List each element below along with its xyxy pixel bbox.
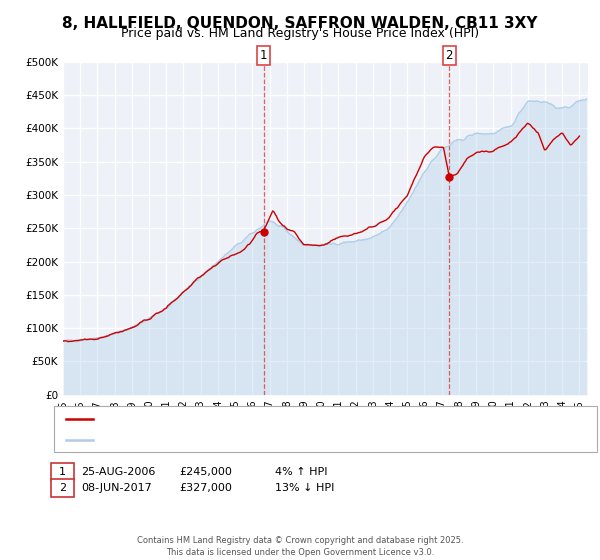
Text: £245,000: £245,000 (179, 466, 232, 477)
Text: HPI: Average price, semi-detached house, Uttlesford: HPI: Average price, semi-detached house,… (99, 436, 360, 445)
Text: Contains HM Land Registry data © Crown copyright and database right 2025.
This d: Contains HM Land Registry data © Crown c… (137, 536, 463, 557)
Text: 08-JUN-2017: 08-JUN-2017 (82, 483, 152, 493)
Text: 1: 1 (59, 466, 66, 477)
Text: 1: 1 (260, 49, 267, 62)
Text: 8, HALLFIELD, QUENDON, SAFFRON WALDEN, CB11 3XY (semi-detached house): 8, HALLFIELD, QUENDON, SAFFRON WALDEN, C… (99, 414, 496, 424)
Text: 13% ↓ HPI: 13% ↓ HPI (275, 483, 334, 493)
Text: 2: 2 (446, 49, 453, 62)
Text: 8, HALLFIELD, QUENDON, SAFFRON WALDEN, CB11 3XY: 8, HALLFIELD, QUENDON, SAFFRON WALDEN, C… (62, 16, 538, 31)
Text: £327,000: £327,000 (179, 483, 232, 493)
Text: 2: 2 (59, 483, 66, 493)
Text: 25-AUG-2006: 25-AUG-2006 (82, 466, 156, 477)
Text: 4% ↑ HPI: 4% ↑ HPI (275, 466, 328, 477)
Text: Price paid vs. HM Land Registry's House Price Index (HPI): Price paid vs. HM Land Registry's House … (121, 27, 479, 40)
